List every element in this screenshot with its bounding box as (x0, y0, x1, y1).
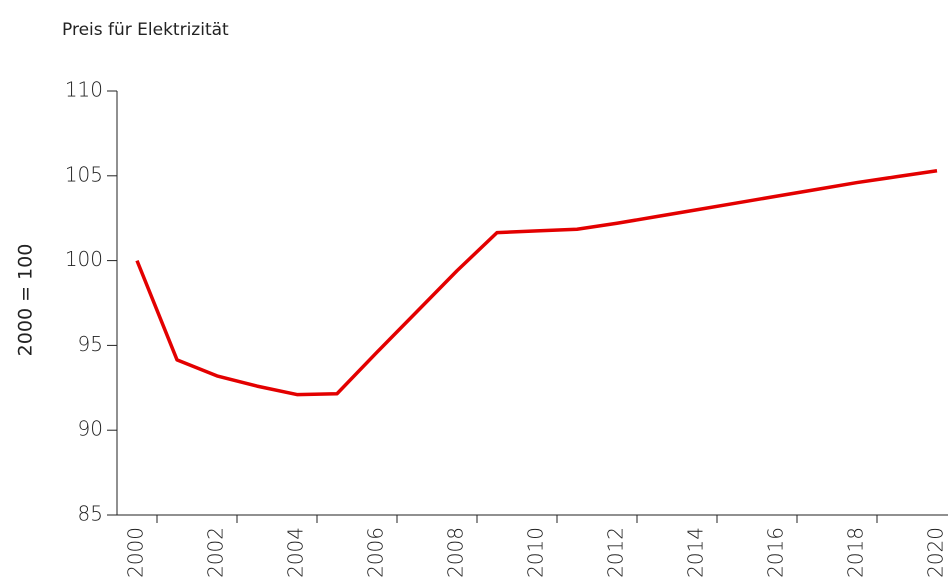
x-tick-label: 2000 (124, 527, 148, 578)
y-tick-label: 85 (78, 502, 103, 526)
chart-title: Preis für Elektrizität (62, 20, 229, 40)
y-tick-label: 100 (65, 247, 103, 271)
x-tick-label: 2010 (524, 527, 548, 578)
y-tick-label: 90 (78, 417, 103, 441)
y-axis-label: 2000 = 100 (15, 244, 37, 357)
x-tick-label: 2008 (444, 527, 468, 578)
x-tick-label: 2016 (764, 527, 788, 578)
y-tick-label: 95 (78, 332, 103, 356)
x-tick-label: 2006 (364, 527, 388, 578)
y-tick-label: 105 (65, 162, 103, 186)
x-tick-label: 2014 (684, 527, 708, 578)
x-tick-label: 2018 (844, 527, 868, 578)
x-tick-label: 2004 (284, 527, 308, 578)
y-tick-label: 110 (65, 78, 103, 102)
x-tick-label: 2020 (924, 527, 948, 578)
line-series (135, 168, 938, 397)
x-tick-label: 2012 (604, 527, 628, 578)
x-tick-label: 2002 (204, 527, 228, 578)
